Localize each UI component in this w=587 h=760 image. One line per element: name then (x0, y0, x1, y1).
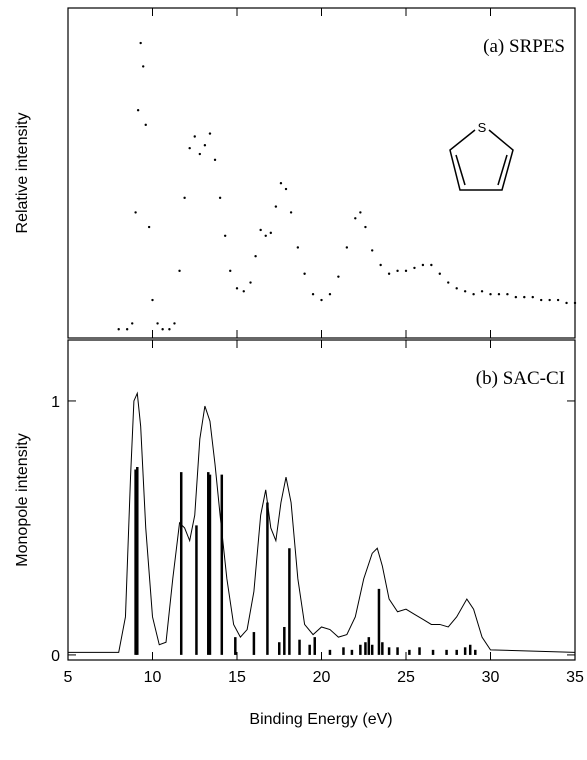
data-point (489, 292, 492, 296)
x-tick-label: 30 (482, 669, 500, 686)
y-tick-label: 1 (51, 394, 60, 411)
data-point (168, 328, 171, 331)
x-tick-label: 15 (228, 669, 246, 686)
data-point (274, 205, 278, 208)
data-point (413, 266, 416, 270)
data-point (531, 295, 534, 299)
data-point (131, 322, 134, 325)
data-point (173, 322, 176, 325)
data-point (242, 290, 245, 293)
data-point (455, 287, 458, 290)
data-point (540, 298, 543, 302)
x-tick-label: 5 (64, 669, 73, 686)
data-point (303, 272, 306, 275)
data-point (506, 292, 509, 296)
data-point (337, 275, 340, 278)
x-tick-label: 35 (566, 669, 584, 686)
data-point (264, 234, 267, 237)
data-point (151, 298, 154, 302)
data-point (134, 211, 137, 214)
panel-frame (67, 7, 576, 339)
data-point (203, 144, 207, 147)
data-point (156, 322, 159, 325)
data-point (229, 269, 232, 273)
data-point (320, 298, 323, 302)
x-tick-label: 20 (313, 669, 331, 686)
data-point (259, 228, 262, 232)
data-point (269, 231, 272, 235)
x-tick-label: 10 (144, 669, 162, 686)
data-point (249, 281, 252, 284)
data-point (289, 211, 293, 214)
data-point (497, 292, 501, 296)
data-point (296, 246, 300, 249)
data-point (142, 65, 145, 68)
data-point (463, 290, 467, 293)
data-point (178, 269, 181, 273)
data-point (396, 269, 399, 273)
data-point (387, 272, 391, 275)
data-point (125, 328, 129, 331)
data-point (223, 234, 227, 237)
data-point (311, 292, 315, 296)
y-tick-label: 0 (51, 648, 60, 665)
data-point (364, 225, 367, 229)
panel-label: (b) SAC-CI (476, 368, 565, 389)
data-point (254, 255, 257, 258)
thiophene-structure: S (449, 120, 514, 191)
svg-text:S: S (478, 120, 487, 135)
data-point (117, 328, 120, 331)
data-point (565, 301, 568, 305)
data-point (359, 211, 362, 214)
data-point (139, 41, 142, 45)
data-point (548, 298, 551, 302)
data-point (328, 292, 332, 296)
panel-label: (a) SRPES (483, 36, 565, 57)
data-point (345, 246, 349, 249)
data-point (472, 292, 475, 296)
data-point (371, 249, 374, 252)
data-point (144, 123, 147, 127)
data-point (354, 217, 357, 220)
y-axis-title: Relative intensity (14, 113, 31, 234)
data-point (193, 135, 196, 138)
data-point (161, 328, 164, 331)
data-point (198, 152, 202, 156)
data-point (447, 281, 450, 284)
data-point (556, 298, 560, 302)
data-point (279, 182, 283, 185)
data-point (480, 290, 484, 293)
data-point (430, 263, 433, 267)
data-point (188, 146, 191, 150)
x-tick-label: 25 (397, 669, 415, 686)
data-point (147, 225, 151, 229)
data-point (235, 287, 239, 290)
data-point (136, 109, 140, 112)
x-axis-title: Binding Energy (eV) (249, 711, 392, 728)
data-point (284, 187, 288, 191)
data-point (573, 301, 577, 305)
data-point (438, 272, 441, 275)
y-axis-title: Monopole intensity (14, 433, 31, 566)
data-point (514, 295, 518, 299)
curve (68, 391, 576, 653)
data-point (183, 196, 186, 200)
data-point (213, 158, 217, 162)
data-point (404, 269, 408, 273)
data-point (379, 263, 382, 267)
data-point (421, 263, 425, 267)
data-point (523, 295, 526, 299)
data-point (208, 132, 212, 135)
data-point (218, 196, 222, 200)
